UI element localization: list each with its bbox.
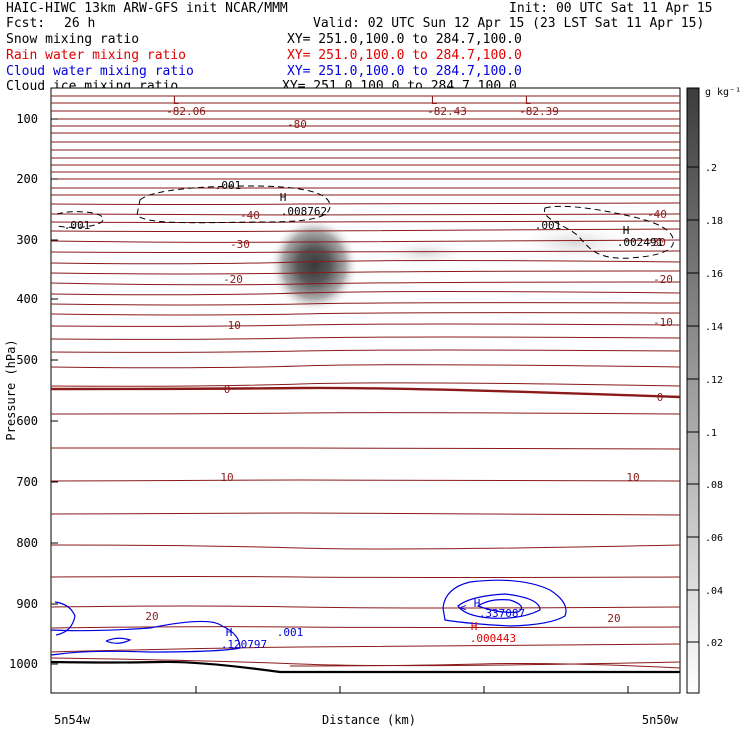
cloudwater-contour-label: .001 <box>277 626 304 639</box>
field-snow-name: Snow mixing ratio <box>6 32 140 47</box>
high-symbol: H <box>623 224 630 237</box>
misc-marker: < <box>460 601 467 614</box>
field-rain-xy: XY= 251.0,100.0 to 284.7,100.0 <box>287 48 522 63</box>
temp-label: 0 <box>224 383 231 396</box>
temp-label: 20 <box>607 612 620 625</box>
colorbar-tick: .14 <box>705 322 723 333</box>
high-symbol: H <box>474 597 481 610</box>
temp-label: -40 <box>647 208 667 221</box>
temp-label: 10 <box>220 471 233 484</box>
temp-label: -40 <box>240 209 260 222</box>
temp-label: -30 <box>646 236 666 249</box>
colorbar-unit: g kg⁻¹ <box>705 87 740 98</box>
colorbar-tick: .16 <box>705 269 723 280</box>
ice-contour-label: .001 <box>535 219 562 232</box>
field-cloudwater-name: Cloud water mixing ratio <box>6 64 194 79</box>
colorbar-tick: .2 <box>705 163 717 174</box>
field-rain-name: Rain water mixing ratio <box>6 48 187 63</box>
x-right-label: 5n50w <box>642 713 679 727</box>
temp-label: -20 <box>653 273 673 286</box>
cloud-water-contours <box>51 579 567 656</box>
plot-title: HAIC-HIWC 13km ARW-GFS init NCAR/MMM <box>6 1 288 16</box>
y-axis-label: Pressure (hPa) <box>4 339 18 440</box>
high-value: .337087 <box>479 607 525 620</box>
freezing-level-contour <box>51 386 680 399</box>
high-value: .000443 <box>470 632 516 645</box>
valid-time: Valid: 02 UTC Sun 12 Apr 15 (23 LST Sat … <box>313 16 705 31</box>
colorbar-tick: .02 <box>705 638 723 649</box>
colorbar-tick: .18 <box>705 216 723 227</box>
high-value: .002491 <box>617 236 663 249</box>
low-symbol: L <box>525 94 532 107</box>
temp-label: -20 <box>223 273 243 286</box>
init-time: Init: 00 UTC Sat 11 Apr 15 <box>509 1 713 16</box>
forecast-label: Fcst: <box>6 16 46 31</box>
cloud-ice-contours <box>56 185 674 259</box>
high-value: .008762 <box>281 205 327 218</box>
ytick-900: 900 <box>16 597 38 611</box>
temp-label: -80 <box>287 118 307 131</box>
colorbar-tick: .12 <box>705 375 723 386</box>
ytick-300: 300 <box>16 233 38 247</box>
field-cloudwater-xy: XY= 251.0,100.0 to 284.7,100.0 <box>287 64 522 79</box>
high-symbol: H <box>226 626 233 639</box>
ice-contour-label: .001 <box>215 179 242 192</box>
ytick-200: 200 <box>16 172 38 186</box>
ytick-100: 100 <box>16 112 38 126</box>
low-symbol: L <box>173 94 180 107</box>
ytick-600: 600 <box>16 414 38 428</box>
temp-label: -10 <box>221 319 241 332</box>
terrain-surface-line <box>51 660 680 674</box>
y-ticks <box>51 118 629 693</box>
colorbar-tick: .1 <box>705 428 717 439</box>
forecast-hours: 26 h <box>64 16 96 31</box>
high-value: .120797 <box>221 638 267 651</box>
ytick-500: 500 <box>16 353 38 367</box>
ytick-400: 400 <box>16 292 38 306</box>
snow-right-shading <box>510 223 640 263</box>
colorbar-tick: .08 <box>705 480 723 491</box>
temp-label: -10 <box>653 316 673 329</box>
ytick-1000: 1000 <box>9 657 38 671</box>
temp-label: 10 <box>626 471 639 484</box>
ytick-700: 700 <box>16 475 38 489</box>
low-value: -82.06 <box>166 105 206 118</box>
colorbar-tick: .04 <box>705 586 723 597</box>
snow-core-shading <box>269 217 359 313</box>
snow-light-shading <box>377 238 473 268</box>
temperature-contours <box>51 95 680 669</box>
ytick-800: 800 <box>16 536 38 550</box>
low-value: -82.39 <box>519 105 559 118</box>
colorbar <box>686 87 700 694</box>
x-axis-label: Distance (km) <box>322 713 416 727</box>
ice-contour-label: .001 <box>64 219 91 232</box>
temp-label: 0 <box>657 391 664 404</box>
colorbar-tick: .06 <box>705 533 723 544</box>
temp-label: -30 <box>230 238 250 251</box>
low-value: -82.43 <box>427 105 467 118</box>
field-snow-xy: XY= 251.0,100.0 to 284.7,100.0 <box>287 32 522 47</box>
temp-label: 20 <box>145 610 158 623</box>
x-left-label: 5n54w <box>54 713 91 727</box>
low-symbol: L <box>431 94 438 107</box>
plot-frame <box>50 87 681 694</box>
high-symbol: H <box>471 620 478 633</box>
high-symbol: H <box>280 191 287 204</box>
